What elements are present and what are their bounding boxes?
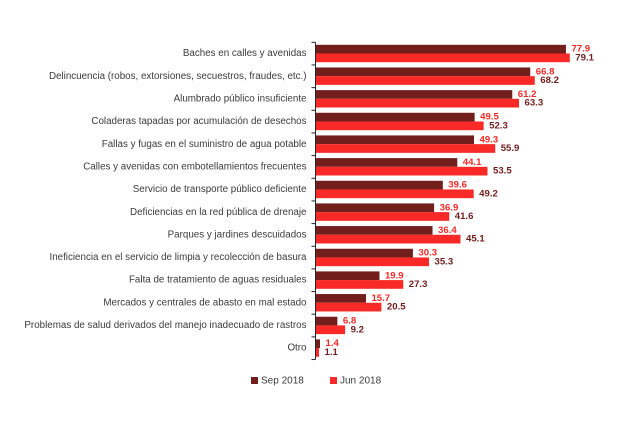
svg-text:Deficiencias en la red pública: Deficiencias en la red pública de drenaj…	[130, 207, 307, 218]
svg-text:Parques y jardines descuidados: Parques y jardines descuidados	[168, 229, 307, 240]
svg-text:53.5: 53.5	[493, 166, 512, 177]
svg-text:Mercados y centrales de abasto: Mercados y centrales de abasto en mal es…	[103, 297, 307, 308]
svg-text:Delincuencia (robos, extorsion: Delincuencia (robos, extorsiones, secues…	[49, 71, 307, 82]
svg-text:1.4: 1.4	[326, 338, 340, 349]
svg-text:Servicio de transporte público: Servicio de transporte público deficient…	[133, 184, 307, 195]
svg-text:36.9: 36.9	[440, 202, 459, 213]
svg-text:63.3: 63.3	[525, 98, 544, 109]
svg-text:49.3: 49.3	[480, 134, 499, 145]
svg-text:77.9: 77.9	[571, 44, 590, 55]
svg-text:Problemas de salud derivados d: Problemas de salud derivados del manejo …	[24, 320, 306, 331]
svg-text:Baches en calles y avenidas: Baches en calles y avenidas	[183, 48, 307, 59]
svg-text:27.3: 27.3	[409, 279, 428, 290]
svg-text:36.4: 36.4	[438, 225, 457, 236]
svg-text:19.9: 19.9	[385, 270, 404, 281]
svg-text:41.6: 41.6	[455, 211, 474, 222]
svg-text:15.7: 15.7	[371, 293, 390, 304]
svg-text:Jun 2018: Jun 2018	[340, 375, 382, 386]
svg-text:Ineficiencia en el servicio de: Ineficiencia en el servicio de limpia y …	[49, 252, 307, 263]
svg-text:68.2: 68.2	[540, 75, 559, 86]
svg-text:49.5: 49.5	[480, 112, 499, 123]
svg-text:6.8: 6.8	[343, 316, 357, 327]
svg-text:1.1: 1.1	[325, 347, 339, 358]
svg-text:Coladeras tapadas por acumulac: Coladeras tapadas por acumulación de des…	[91, 116, 306, 127]
svg-text:79.1: 79.1	[575, 52, 594, 63]
svg-text:30.3: 30.3	[418, 248, 437, 259]
svg-text:45.1: 45.1	[466, 234, 485, 245]
svg-text:Falta de tratamiento de aguas: Falta de tratamiento de aguas residuales	[129, 275, 307, 286]
svg-text:Fallas y fugas en el suministr: Fallas y fugas en el suministro de agua …	[102, 139, 307, 150]
svg-text:Alumbrado público insuficiente: Alumbrado público insuficiente	[174, 93, 307, 104]
svg-text:39.6: 39.6	[448, 180, 467, 191]
svg-text:35.3: 35.3	[434, 256, 453, 267]
svg-text:49.2: 49.2	[479, 188, 498, 199]
svg-text:9.2: 9.2	[351, 324, 364, 335]
svg-text:20.5: 20.5	[387, 302, 406, 313]
svg-text:61.2: 61.2	[518, 89, 537, 100]
svg-text:52.3: 52.3	[489, 120, 508, 131]
svg-text:55.9: 55.9	[501, 143, 520, 154]
svg-text:66.8: 66.8	[536, 66, 555, 77]
svg-text:Calles y avenidas con embotell: Calles y avenidas con embotellamientos f…	[83, 161, 306, 172]
svg-text:Otro: Otro	[287, 343, 307, 354]
svg-text:44.1: 44.1	[463, 157, 482, 168]
svg-text:Sep 2018: Sep 2018	[261, 375, 304, 386]
